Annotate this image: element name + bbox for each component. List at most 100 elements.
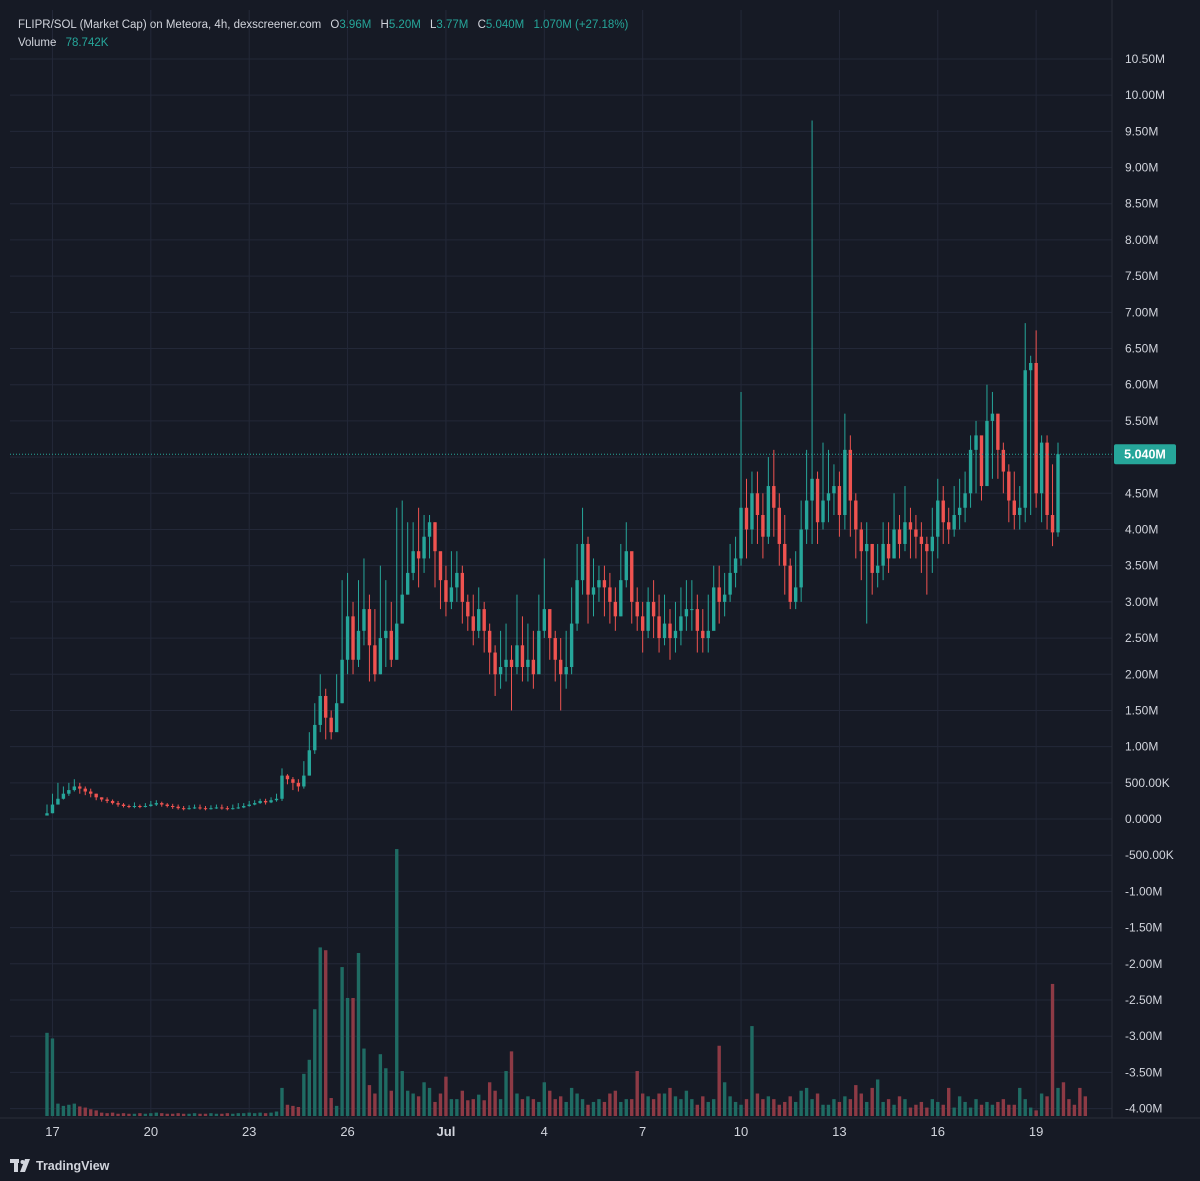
candle-body: [597, 580, 601, 588]
candle-body: [919, 536, 924, 544]
candle-body: [198, 807, 202, 809]
volume-bar: [646, 1096, 650, 1116]
volume-bar: [220, 1113, 224, 1116]
candle-body: [192, 807, 197, 809]
volume-bar: [662, 1093, 667, 1116]
volume-bar: [777, 1104, 781, 1116]
y-tick-label: 0.0000: [1125, 812, 1162, 826]
volume-bar: [526, 1096, 530, 1116]
volume-label[interactable]: Volume: [18, 37, 57, 49]
candle-body: [324, 695, 328, 718]
candle-body: [498, 667, 503, 675]
candle-body: [881, 543, 885, 566]
volume-bar: [619, 1101, 623, 1116]
candle-body: [356, 630, 361, 660]
volume-bar: [1083, 1096, 1088, 1116]
volume-bar: [722, 1082, 727, 1116]
volume-bar: [302, 1073, 306, 1116]
candle-body: [416, 551, 421, 559]
candle-body: [214, 807, 219, 809]
volume-bar: [170, 1113, 175, 1116]
candle-body: [138, 806, 142, 808]
volume-bar: [761, 1099, 765, 1116]
volume-bar: [821, 1104, 825, 1116]
candle-body: [160, 803, 164, 805]
candle-body: [302, 775, 306, 787]
volume-bar: [181, 1113, 186, 1116]
volume-bar: [345, 997, 350, 1116]
candle-body: [695, 609, 700, 631]
candle-body: [296, 782, 301, 787]
volume-bar: [411, 1093, 415, 1116]
candle-body: [722, 594, 727, 602]
volume-bar: [744, 1099, 749, 1116]
volume-bar: [569, 1087, 574, 1116]
candle-body: [334, 703, 339, 733]
y-tick-label: 4.00M: [1125, 522, 1158, 536]
y-tick-label: 4.50M: [1125, 486, 1158, 500]
volume-bar: [455, 1099, 459, 1116]
candle-body: [837, 486, 842, 516]
candle-body: [859, 529, 863, 552]
candle-body: [854, 500, 858, 530]
candle-body: [247, 804, 251, 807]
volume-bar: [996, 1101, 1000, 1116]
volume-bar: [837, 1101, 842, 1116]
candle-body: [149, 804, 153, 807]
candle-body: [236, 807, 240, 809]
candle-body: [280, 775, 284, 799]
volume-bar: [586, 1104, 590, 1116]
volume-bar: [914, 1104, 918, 1116]
volume-bar: [974, 1099, 978, 1116]
candle-body: [793, 587, 798, 602]
candle-body: [291, 779, 295, 783]
open-label: O: [330, 19, 340, 31]
candle-body: [345, 616, 350, 660]
candle-body: [487, 630, 492, 653]
time-axis[interactable]: 17 20 23 26 Jul 4 7 10 13 16 19: [45, 1124, 1043, 1139]
candle-body: [865, 543, 869, 552]
volume-bar: [351, 997, 355, 1116]
x-tick-label: 20: [144, 1124, 158, 1139]
candle-body: [908, 522, 913, 530]
candle-body: [575, 580, 579, 624]
candle-body: [1018, 507, 1022, 516]
volume-bar: [553, 1099, 557, 1116]
candle-body: [619, 580, 623, 617]
candle-body: [400, 594, 404, 624]
candle-body: [395, 623, 399, 660]
volume-bar: [127, 1113, 131, 1116]
candle-body: [548, 609, 552, 639]
symbol-title[interactable]: FLIPR/SOL (Market Cap) on Meteora, 4h, d…: [18, 19, 322, 31]
volume-bar: [45, 1032, 49, 1116]
candle-body: [373, 645, 377, 675]
x-tick-label: 26: [340, 1124, 354, 1139]
volume-bar: [449, 1099, 454, 1116]
candle-body: [930, 536, 935, 552]
volume-bar: [580, 1099, 585, 1116]
candle-body: [651, 601, 656, 617]
candle-body: [897, 529, 902, 544]
y-tick-label: 8.50M: [1125, 197, 1158, 211]
tradingview-logo[interactable]: TradingView: [10, 1159, 109, 1173]
candle-body: [925, 543, 929, 552]
volume-bar: [892, 1104, 896, 1116]
volume-bar: [701, 1096, 705, 1116]
volume-bar: [203, 1113, 208, 1116]
volume-bar: [815, 1093, 820, 1116]
volume-bar: [1028, 1107, 1033, 1116]
volume-bar: [575, 1093, 579, 1116]
y-tick-label: -1.50M: [1125, 921, 1162, 935]
x-tick-label: Jul: [437, 1124, 456, 1139]
volume-bar: [515, 1093, 519, 1116]
candle-body: [313, 724, 317, 751]
y-tick-label: 10.50M: [1125, 52, 1165, 66]
candle-body: [165, 804, 169, 807]
y-tick-label: 9.00M: [1125, 161, 1158, 175]
y-tick-label: 8.00M: [1125, 233, 1158, 247]
candle-body: [537, 630, 541, 675]
y-tick-label: -2.50M: [1125, 993, 1162, 1007]
price-axis[interactable]: 10.50M 10.00M 9.50M 9.00M 8.50M 8.00M 7.50M 7.0…: [1114, 52, 1176, 1116]
candle-body: [154, 803, 158, 805]
